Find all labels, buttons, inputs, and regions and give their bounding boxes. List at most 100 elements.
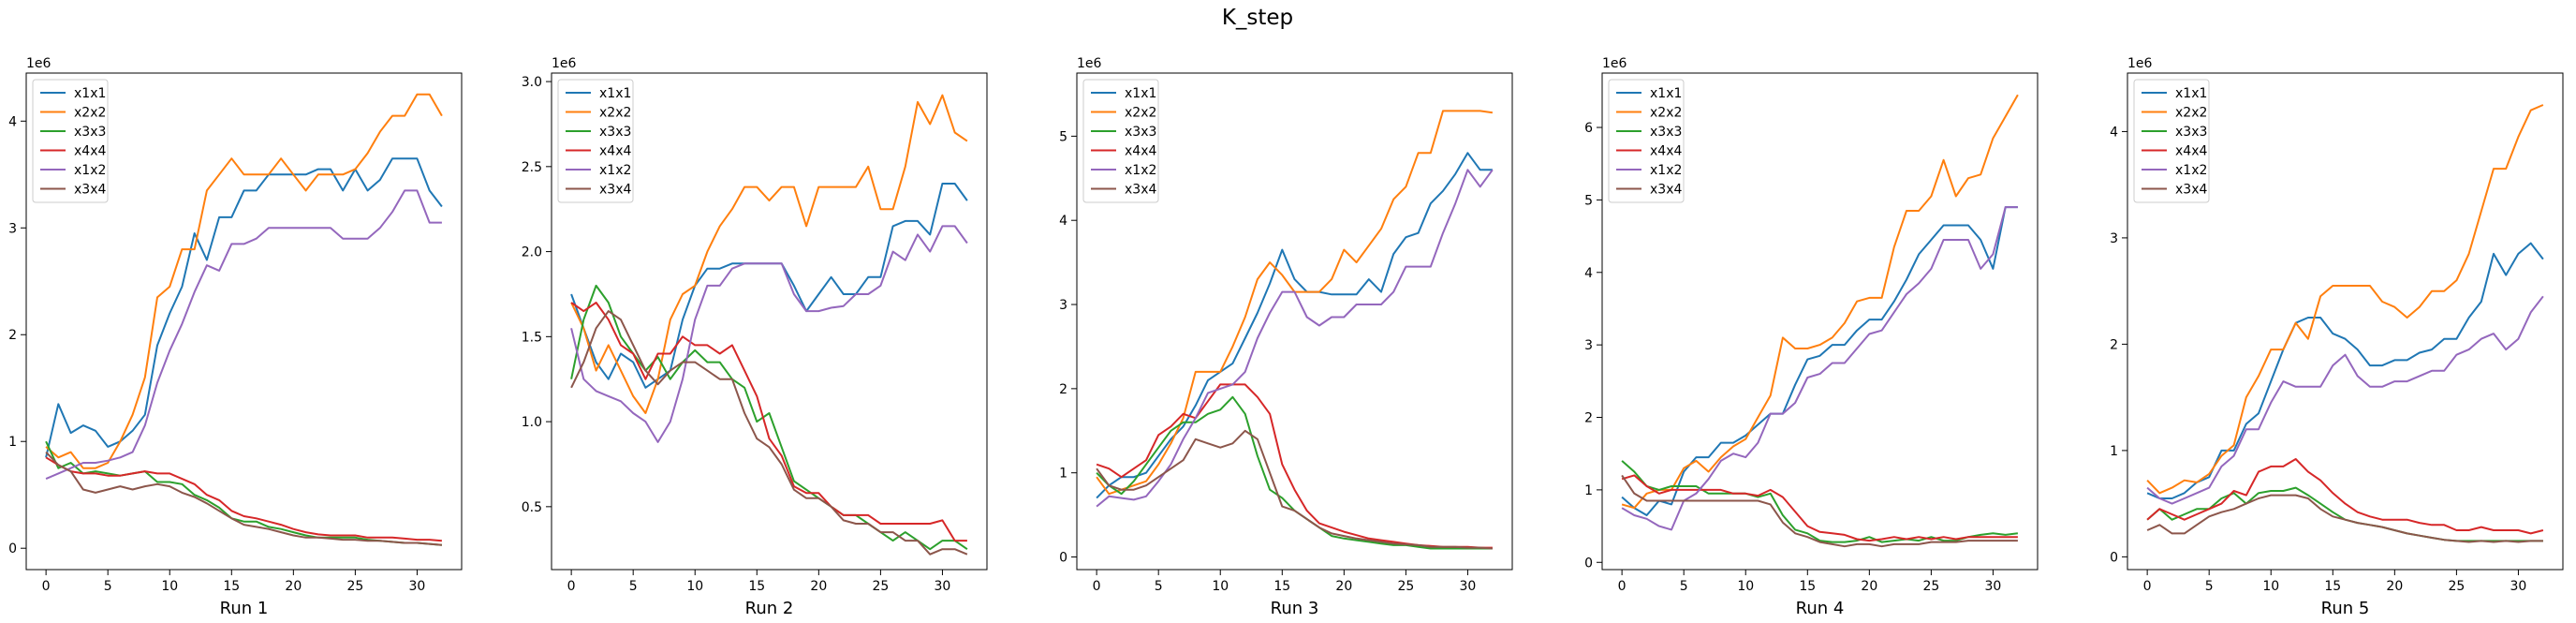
x-axis-label: Run 1 (220, 599, 269, 618)
series-line-x1x2 (2146, 295, 2544, 505)
series-line-x1x2 (1096, 169, 1494, 508)
y-tick-label: 2 (8, 328, 17, 343)
legend-label-x1x2: x1x2 (74, 163, 106, 178)
legend-label-x3x4: x3x4 (599, 183, 631, 198)
x-tick-label: 5 (2205, 579, 2214, 594)
y-tick-label: 3 (8, 221, 17, 236)
legend-label-x2x2: x2x2 (599, 106, 631, 121)
legend-label-x1x2: x1x2 (2175, 163, 2207, 178)
legend-label-x1x1: x1x1 (599, 86, 631, 101)
legend-label-x1x1: x1x1 (1125, 86, 1156, 101)
y-tick-label: 2.5 (522, 160, 542, 175)
x-axis-label: Run 2 (745, 599, 794, 618)
y-tick-label: 1 (1059, 467, 1067, 482)
figure-title: K_step (1222, 6, 1293, 30)
y-offset-label: 1e6 (26, 56, 52, 71)
legend-box (1082, 79, 1159, 203)
y-tick-label: 0 (1059, 551, 1067, 566)
y-offset-label: 1e6 (1602, 56, 1627, 71)
series-line-x2x2 (45, 93, 443, 469)
legend: x1x1 x2x2 x3x3 x4x4 x1x2 x3x4 (557, 79, 634, 203)
x-tick-label: 25 (872, 579, 889, 594)
axes-frame (25, 72, 463, 571)
series-line-x2x2 (570, 94, 968, 414)
y-tick-label: 4 (1059, 214, 1067, 229)
y-tick-label: 3 (1584, 338, 1593, 353)
y-tick-label: 0 (8, 541, 17, 556)
y-tick-label: 5 (1584, 193, 1593, 208)
series-line-x4x4 (45, 456, 442, 542)
legend: x1x1 x2x2 x3x3 x4x4 x1x2 x3x4 (1082, 79, 1159, 203)
series-line-x4x4 (1621, 474, 2018, 542)
x-tick-label: 5 (629, 579, 638, 594)
legend-label-x4x4: x4x4 (1650, 144, 1682, 159)
y-tick-label: 2 (1584, 411, 1593, 426)
y-tick-label: 5 (1059, 129, 1067, 144)
x-tick-label: 15 (223, 579, 240, 594)
series-group (1096, 110, 1494, 550)
x-axis-label: Run 3 (1271, 599, 1319, 618)
x-tick-label: 15 (1799, 579, 1816, 594)
series-line-x3x4 (1621, 474, 2018, 548)
y-tick-label: 3 (1059, 298, 1067, 313)
legend-label-x1x1: x1x1 (1650, 86, 1682, 101)
x-tick-label: 20 (810, 579, 827, 594)
legend-label-x1x2: x1x2 (599, 163, 631, 178)
x-tick-label: 0 (567, 579, 576, 594)
axes-frame (551, 72, 988, 571)
y-tick-label: 1.5 (522, 330, 542, 345)
x-tick-label: 10 (1737, 579, 1754, 594)
legend-label-x3x3: x3x3 (74, 125, 106, 140)
x-tick-label: 25 (2448, 579, 2465, 594)
series-line-x4x4 (2146, 458, 2544, 535)
x-tick-label: 10 (161, 579, 178, 594)
y-offset-label: 1e6 (1077, 56, 1102, 71)
x-tick-label: 15 (1273, 579, 1290, 594)
axes-frame (1601, 72, 2039, 571)
legend-box (557, 79, 634, 203)
legend-label-x4x4: x4x4 (599, 144, 631, 159)
legend-label-x3x3: x3x3 (1125, 125, 1156, 140)
x-tick-label: 0 (1618, 579, 1627, 594)
series-line-x2x2 (1621, 94, 2019, 510)
series-line-x1x2 (570, 225, 968, 443)
y-tick-label: 1 (2110, 444, 2118, 459)
x-tick-label: 30 (409, 579, 426, 594)
y-tick-label: 1 (8, 435, 17, 450)
x-axis-label: Run 5 (2321, 599, 2370, 618)
legend-label-x1x2: x1x2 (1125, 163, 1156, 178)
series-line-x3x4 (2146, 494, 2543, 543)
series-line-x1x2 (1621, 206, 2018, 531)
subplot-2: 0 5 10 15 20 25 30 0.5 1.0 1.5 2.0 2.5 3.0 1e6 Run 2 x1… (522, 56, 988, 618)
y-tick-label: 4 (2110, 125, 2118, 140)
legend-box (2133, 79, 2210, 203)
series-line-x3x4 (570, 310, 968, 556)
legend-label-x1x1: x1x1 (2175, 86, 2207, 101)
legend-label-x4x4: x4x4 (1125, 144, 1156, 159)
legend-box (32, 79, 109, 203)
x-tick-label: 20 (1861, 579, 1877, 594)
series-line-x1x2 (45, 189, 442, 481)
x-tick-label: 25 (1922, 579, 1939, 594)
legend-label-x1x1: x1x1 (74, 86, 106, 101)
legend-label-x2x2: x2x2 (74, 106, 106, 121)
legend-label-x3x3: x3x3 (599, 125, 631, 140)
subplot-3: 0 5 10 15 20 25 30 0 1 2 3 4 5 1e6 Run 3 x1x1 x2x2 x3x3 x4… (1059, 56, 1513, 618)
legend-label-x1x2: x1x2 (1650, 163, 1682, 178)
x-tick-label: 0 (2143, 579, 2152, 594)
series-line-x4x4 (570, 302, 967, 542)
y-tick-label: 1.0 (522, 415, 542, 430)
series-line-x1x1 (1096, 152, 1493, 499)
y-tick-label: 2 (2110, 337, 2118, 352)
y-offset-label: 1e6 (2127, 56, 2153, 71)
x-tick-label: 20 (2386, 579, 2403, 594)
x-axis-label: Run 4 (1796, 599, 1845, 618)
x-tick-label: 5 (1155, 579, 1163, 594)
x-tick-label: 25 (346, 579, 363, 594)
legend-label-x3x3: x3x3 (2175, 125, 2207, 140)
axes-frame (2127, 72, 2564, 571)
x-tick-label: 5 (1680, 579, 1688, 594)
series-line-x3x3 (1621, 460, 2019, 543)
